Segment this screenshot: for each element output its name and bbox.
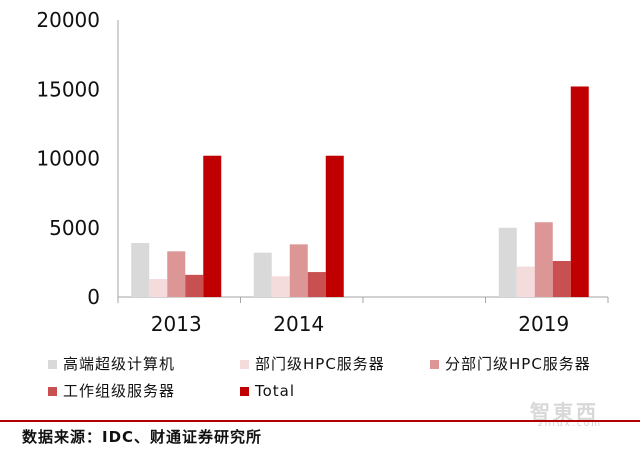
source-note: 数据来源：IDC、财通证券研究所: [22, 428, 263, 446]
x-tick-label: 2019: [518, 312, 569, 336]
bar-工作组级服务器: [307, 272, 326, 297]
legend-swatch: [430, 360, 439, 369]
y-tick-label: 20000: [36, 8, 100, 32]
bar-分部门级HPC服务器: [534, 222, 553, 297]
legend-swatch: [48, 360, 57, 369]
x-tick-label: 2013: [151, 312, 202, 336]
bar-分部门级HPC服务器: [167, 251, 186, 297]
legend-swatch: [240, 360, 249, 369]
bar-部门级HPC服务器: [271, 276, 290, 297]
bar-高端超级计算机: [131, 242, 150, 297]
x-tick-label: 2014: [273, 312, 324, 336]
bar-工作组级服务器: [185, 274, 204, 297]
legend-label: Total: [254, 382, 295, 400]
source-divider: [0, 420, 640, 422]
bar-Total: [325, 155, 344, 297]
y-tick-label: 0: [87, 285, 100, 309]
legend-swatch: [48, 387, 57, 396]
y-tick-label: 5000: [49, 216, 100, 240]
bar-Total: [203, 155, 222, 297]
legend-label: 部门级HPC服务器: [255, 355, 385, 373]
chart-svg: 0 5000 10000 15000 20000 2013 2014 2019 高端超级计算机 部…: [36, 8, 609, 400]
bar-分部门级HPC服务器: [289, 244, 308, 297]
y-tick-label: 10000: [36, 147, 100, 171]
bar-高端超级计算机: [253, 252, 272, 297]
watermark-logo: 智東西 zhidx.com: [530, 396, 630, 429]
legend-swatch: [240, 387, 249, 396]
bar-高端超级计算机: [498, 227, 517, 297]
legend-label: 工作组级服务器: [63, 382, 175, 400]
legend-label: 分部门级HPC服务器: [445, 355, 591, 373]
y-tick-label: 15000: [36, 77, 100, 101]
legend-label: 高端超级计算机: [63, 355, 175, 373]
watermark-sub: zhidx.com: [538, 419, 603, 429]
bar-部门级HPC服务器: [516, 266, 535, 297]
bar-工作组级服务器: [552, 260, 571, 297]
bar-Total: [570, 86, 589, 297]
bar-部门级HPC服务器: [149, 278, 168, 297]
